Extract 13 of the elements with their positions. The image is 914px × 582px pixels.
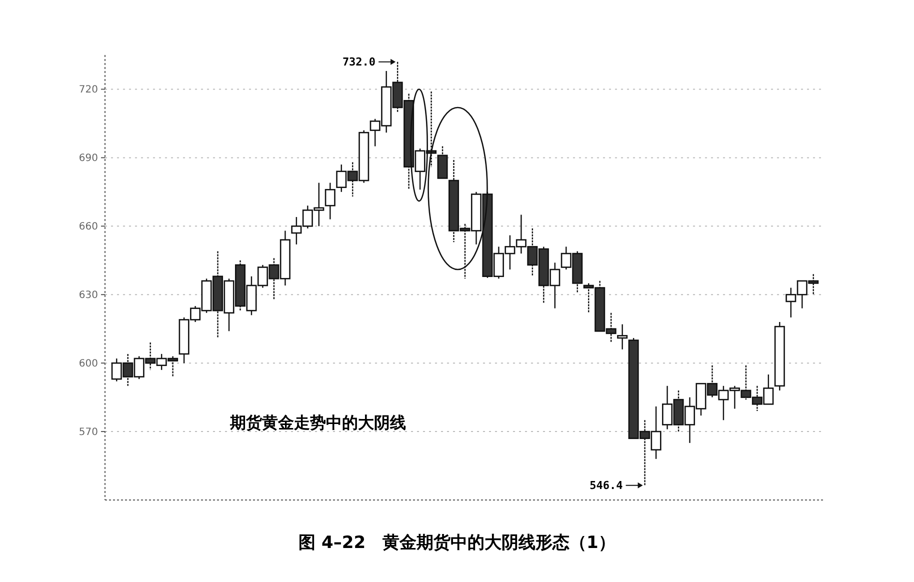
y-tick-label: 570 <box>78 427 98 438</box>
y-tick-label: 600 <box>78 358 98 370</box>
candlestick <box>324 182 336 220</box>
y-tick-label: 720 <box>78 84 98 96</box>
annotation: 732.0 <box>342 56 376 69</box>
y-tick-label: 690 <box>78 153 98 164</box>
y-tick-label: 630 <box>78 290 98 302</box>
candlestick <box>437 146 448 179</box>
annotation: 546.4 <box>590 479 624 492</box>
y-tick-label: 660 <box>78 222 98 233</box>
candlestick <box>617 324 628 350</box>
annotation: 期货黄金走势中的大阴线 <box>229 413 406 432</box>
text: 图 4–22 黄金期货中的大阴线形态（1） <box>298 533 616 553</box>
